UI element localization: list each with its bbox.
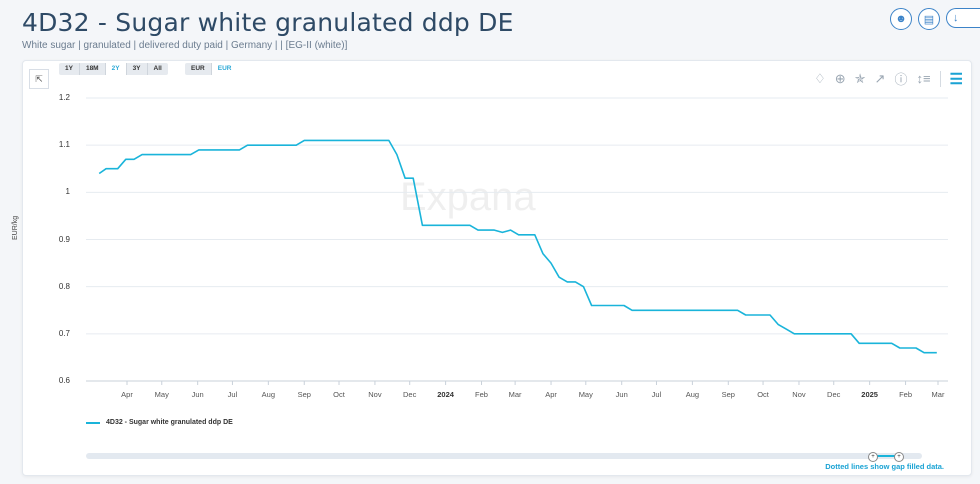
chart-toolbar: ♢ ⊕ ✯ ↗ ⓘ ↕≡ ☰ xyxy=(814,69,963,88)
y-tick-label: 1.2 xyxy=(58,93,70,102)
x-tick-label: Feb xyxy=(475,390,488,399)
bell-icon[interactable]: ♢ xyxy=(814,70,826,86)
y-axis-title: EUR/kg xyxy=(12,215,19,240)
x-tick-label: Mar xyxy=(508,390,522,399)
x-tick-label: Aug xyxy=(685,390,700,399)
external-link-icon[interactable]: ↗ xyxy=(874,70,886,86)
navigator-selection[interactable]: + + xyxy=(868,452,904,462)
range-button-1y[interactable]: 1Y xyxy=(59,63,80,75)
x-tick-label: Jun xyxy=(615,390,628,399)
x-tick-label: Jul xyxy=(227,390,238,399)
toolbar-divider xyxy=(939,70,941,87)
x-tick-label: Sep xyxy=(297,390,311,399)
page-title: 4D32 - Sugar white granulated ddp DE xyxy=(22,8,514,37)
x-tick-label: May xyxy=(578,390,593,399)
series-line[interactable] xyxy=(98,139,937,354)
navigator-handle-left[interactable]: + xyxy=(868,452,878,462)
y-tick-label: 1 xyxy=(65,187,70,197)
x-tick-label: Aug xyxy=(261,390,276,399)
x-tick-label: May xyxy=(154,390,169,399)
x-tick-label: 2024 xyxy=(437,390,454,399)
currency-button-eur-active[interactable]: EUR xyxy=(211,63,238,75)
x-tick-label: Oct xyxy=(757,390,769,399)
x-tick-label: Nov xyxy=(792,390,806,399)
header-actions: ☻ ▤ ↓ xyxy=(890,8,980,30)
chart-legend[interactable]: 4D32 - Sugar white granulated ddp DE xyxy=(86,419,233,426)
chart-card: ⇱ 1Y 18M 2Y 3Y All EUR EUR ♢ ⊕ ✯ ↗ ⓘ ↕≡ … xyxy=(22,60,972,476)
expand-icon[interactable]: ⇱ xyxy=(29,69,49,89)
range-button-3y[interactable]: 3Y xyxy=(127,63,148,75)
x-tick-label: Jun xyxy=(191,390,204,399)
range-selector: 1Y 18M 2Y 3Y All xyxy=(59,63,168,75)
sliders-icon[interactable]: ☰ xyxy=(949,70,963,88)
legend-swatch xyxy=(86,421,100,424)
x-tick-label: Jul xyxy=(651,390,662,399)
pin-icon[interactable]: ✯ xyxy=(854,70,866,86)
x-tick-label: Mar xyxy=(931,390,945,399)
y-tick-label: 0.8 xyxy=(58,281,70,291)
currency-button-eur[interactable]: EUR xyxy=(185,63,212,75)
info-icon[interactable]: ⓘ xyxy=(894,72,908,87)
navigator-track[interactable] xyxy=(86,453,922,459)
user-icon[interactable]: ☻ xyxy=(890,8,912,30)
x-tick-label: Dec xyxy=(403,390,417,399)
x-tick-label: Oct xyxy=(333,390,345,399)
range-button-2y[interactable]: 2Y xyxy=(105,63,127,75)
x-tick-label: 2025 xyxy=(861,390,878,399)
plus-circle-icon[interactable]: ⊕ xyxy=(834,70,846,86)
range-button-18m[interactable]: 18M xyxy=(80,63,106,75)
gap-fill-note: Dotted lines show gap filled data. xyxy=(825,462,944,471)
y-tick-label: 0.9 xyxy=(58,234,70,244)
page-subtitle: White sugar | granulated | delivered dut… xyxy=(22,40,348,51)
document-icon[interactable]: ▤ xyxy=(918,8,940,30)
legend-label: 4D32 - Sugar white granulated ddp DE xyxy=(106,419,233,426)
x-tick-label: Apr xyxy=(545,390,557,399)
watermark: Expana xyxy=(400,175,536,219)
currency-selector: EUR EUR xyxy=(185,63,238,75)
x-tick-label: Nov xyxy=(368,390,382,399)
x-tick-label: Dec xyxy=(827,390,841,399)
download-icon[interactable]: ↓ xyxy=(946,8,980,28)
sort-icon[interactable]: ↕≡ xyxy=(916,71,931,86)
x-tick-label: Feb xyxy=(899,390,913,399)
y-tick-label: 0.6 xyxy=(58,376,70,385)
y-tick-label: 1.1 xyxy=(58,140,70,150)
navigator-range[interactable] xyxy=(872,455,898,457)
y-tick-label: 0.7 xyxy=(58,328,70,338)
navigator-handle-right[interactable]: + xyxy=(894,452,904,462)
x-tick-label: Sep xyxy=(721,390,735,399)
range-button-all[interactable]: All xyxy=(153,65,162,72)
x-tick-label: Apr xyxy=(121,390,133,399)
